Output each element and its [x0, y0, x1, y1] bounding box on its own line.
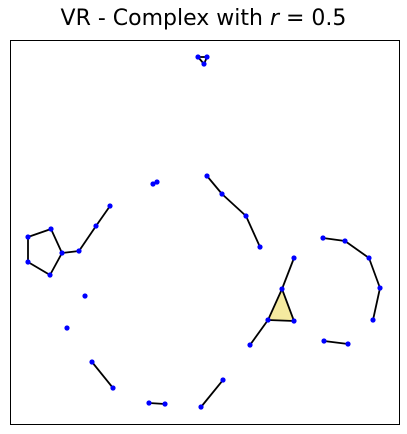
node — [204, 54, 210, 60]
node — [76, 248, 82, 254]
edge — [323, 340, 349, 345]
node — [25, 234, 31, 240]
node — [59, 250, 65, 256]
node — [265, 317, 271, 323]
edge — [49, 252, 63, 276]
node — [82, 293, 88, 299]
edge — [372, 287, 381, 321]
node — [321, 338, 327, 344]
edges-layer — [27, 56, 381, 408]
edge — [267, 319, 295, 322]
edge — [61, 250, 80, 254]
node — [243, 213, 249, 219]
node — [48, 226, 54, 232]
edge — [281, 257, 295, 290]
edge — [267, 288, 283, 321]
node — [47, 272, 53, 278]
edge — [200, 379, 224, 408]
edge — [368, 257, 381, 289]
axes-frame — [10, 40, 400, 425]
triangle-face — [268, 289, 294, 321]
edge — [221, 193, 247, 217]
triangles-layer — [268, 289, 294, 321]
title-suffix: = 0.5 — [279, 6, 347, 31]
node — [25, 259, 31, 265]
node — [64, 325, 70, 331]
edge — [206, 175, 223, 195]
node — [146, 400, 152, 406]
node — [279, 286, 285, 292]
node — [366, 255, 372, 261]
node — [198, 404, 204, 410]
node — [377, 285, 383, 291]
edge — [344, 240, 370, 259]
node — [320, 235, 326, 241]
node — [204, 173, 210, 179]
node — [345, 341, 351, 347]
node — [291, 255, 297, 261]
node — [247, 342, 253, 348]
node — [219, 191, 225, 197]
node — [342, 238, 348, 244]
title-variable: r — [269, 6, 280, 31]
node — [110, 385, 116, 391]
node — [107, 203, 113, 209]
node — [370, 317, 376, 323]
edge — [322, 237, 346, 242]
node — [195, 54, 201, 60]
edge — [95, 205, 111, 227]
node — [220, 377, 226, 383]
node — [162, 401, 168, 407]
edge — [78, 225, 97, 252]
edge — [245, 215, 261, 248]
edge — [91, 361, 114, 389]
node — [154, 179, 160, 185]
edge — [27, 261, 51, 276]
node — [291, 318, 297, 324]
node — [201, 61, 207, 67]
title-prefix: VR - Complex with — [60, 6, 270, 31]
edge — [281, 288, 295, 322]
node — [93, 223, 99, 229]
edge — [27, 228, 52, 238]
node — [257, 244, 263, 250]
nodes-layer — [25, 54, 383, 410]
plot-title: VR - Complex with r = 0.5 — [0, 6, 407, 31]
node — [150, 181, 156, 187]
edge — [50, 228, 63, 254]
edge — [249, 319, 269, 346]
node — [89, 359, 95, 365]
edge — [148, 402, 166, 405]
